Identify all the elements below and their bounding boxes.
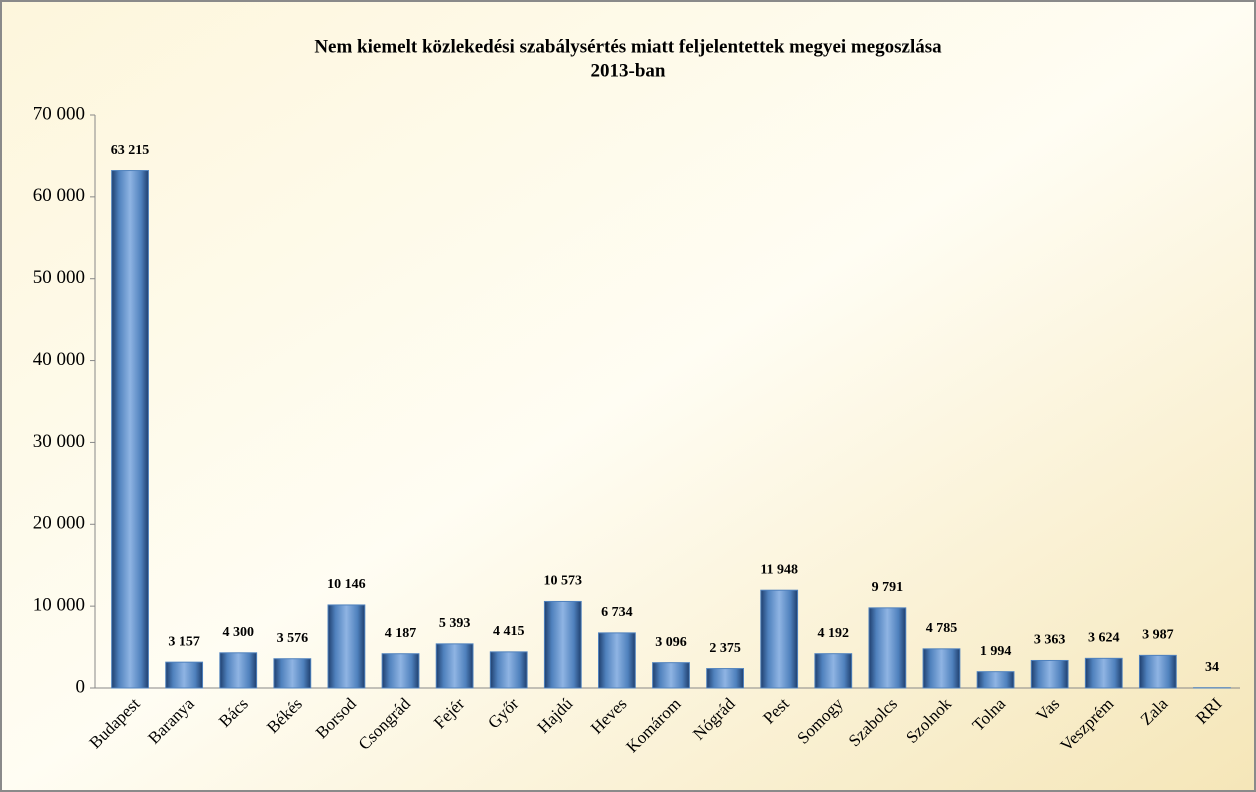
value-label: 3 157 [168,634,200,649]
value-label: 4 785 [926,621,958,636]
value-label: 10 146 [327,577,366,592]
bar [1138,654,1177,689]
value-label: 3 363 [1034,633,1066,648]
value-label: 3 096 [655,635,687,650]
value-label: 3 987 [1142,628,1174,643]
value-label: 34 [1205,660,1219,675]
y-tick-label: 40 000 [33,349,85,370]
bar [1084,657,1123,689]
bar [543,600,582,689]
value-label: 10 573 [544,574,583,589]
value-label: 4 300 [222,625,254,640]
y-tick-label: 30 000 [33,431,85,452]
bar [868,607,907,689]
bar [814,653,853,689]
bar [489,651,528,689]
value-label: 3 576 [277,631,309,646]
value-label: 9 791 [872,580,904,595]
bar [922,648,961,689]
bar [165,661,204,689]
chart-title: 2013-ban [591,60,666,81]
y-tick-label: 50 000 [33,267,85,288]
bar [706,668,744,689]
value-label: 1 994 [980,644,1012,659]
bar [273,658,312,689]
value-label: 4 415 [493,624,525,639]
bar [435,643,474,689]
bar [976,671,1015,689]
y-tick-label: 10 000 [33,595,85,616]
chart-title: Nem kiemelt közlekedési szabálysértés mi… [314,36,942,57]
bar [1030,659,1069,689]
bar [381,653,420,689]
y-tick-label: 20 000 [33,513,85,534]
bar [219,652,258,689]
y-tick-label: 70 000 [33,103,85,124]
value-label: 11 948 [760,562,798,577]
bar [111,170,149,689]
value-label: 6 734 [601,605,633,620]
bar [760,589,799,689]
bar [327,604,366,689]
y-tick-label: 0 [76,676,86,697]
value-label: 5 393 [439,616,471,631]
value-label: 2 375 [709,641,741,656]
value-label: 63 215 [111,143,150,158]
value-label: 3 624 [1088,631,1120,646]
y-tick-label: 60 000 [33,185,85,206]
value-label: 4 187 [385,626,417,641]
bar [598,632,636,689]
bar [652,662,690,689]
value-label: 4 192 [818,626,850,641]
